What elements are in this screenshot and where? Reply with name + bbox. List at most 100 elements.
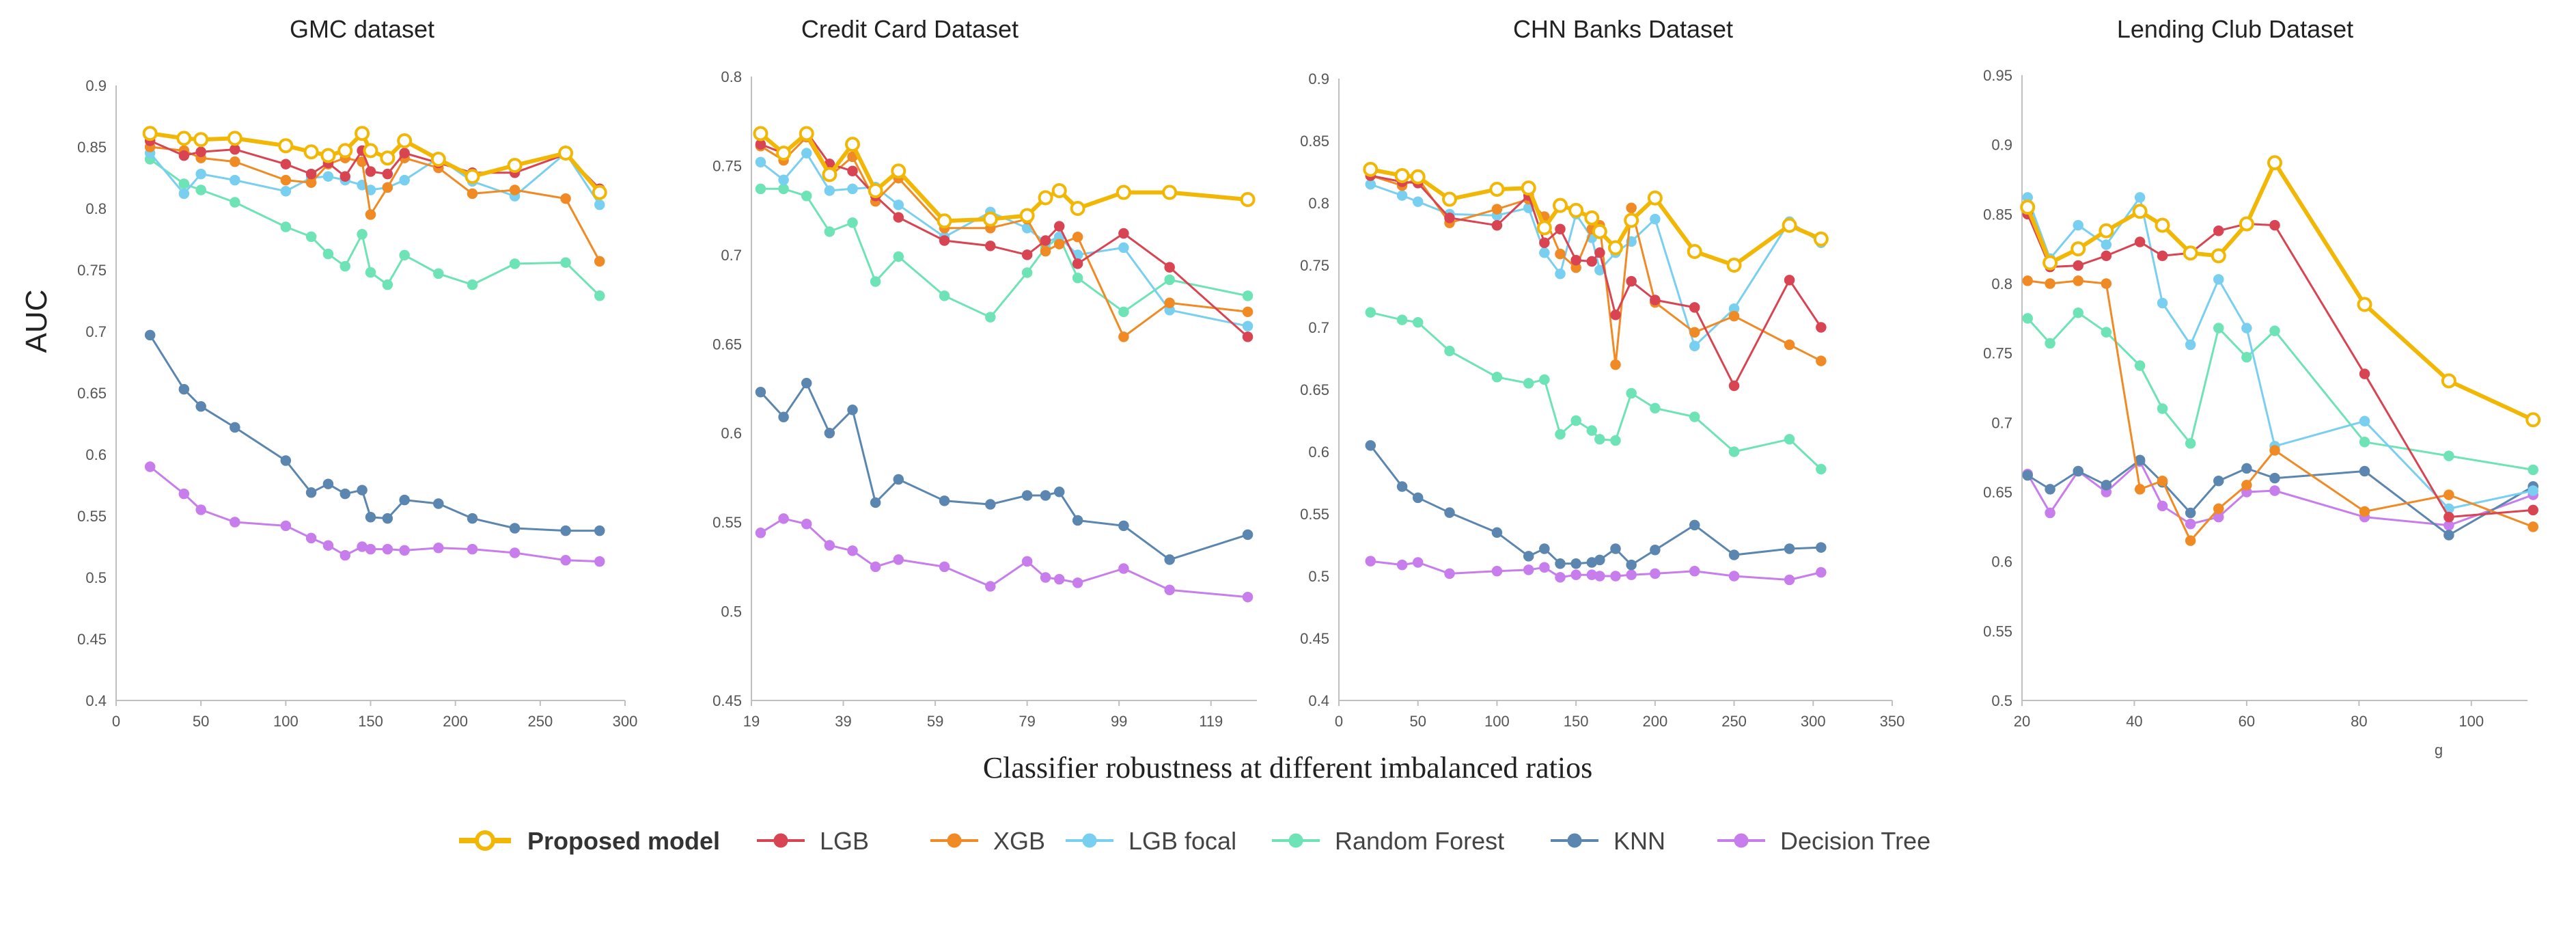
legend-marker-random-forest [1288,833,1303,848]
data-point-lgb-focal [178,188,190,200]
data-point-decision-tree [801,519,812,530]
data-point-xgb [280,174,292,186]
data-point-lgb-focal [1555,268,1566,279]
data-point-lgb-focal [230,174,240,186]
data-point-knn [1728,549,1740,560]
data-point-proposed-model [1240,191,1256,207]
data-point-proposed-model [1051,182,1067,198]
y-tick-label: 0.4 [1308,692,1329,709]
data-point-knn [870,497,881,508]
data-point-random-forest [560,257,571,268]
data-point-lgb-focal [2101,239,2112,250]
data-point-decision-tree [1816,567,1827,578]
data-point-random-forest [1412,316,1424,328]
data-point-proposed-model [1568,202,1584,218]
x-tick-label: 150 [1564,713,1589,730]
x-tick-label: 20 [2014,713,2030,730]
data-point-proposed-model [1521,180,1536,196]
x-tick-label: 250 [527,713,553,730]
data-point-xgb [1491,204,1503,215]
data-point-xgb [2213,503,2224,515]
data-point-proposed-model [1782,217,1797,233]
data-point-knn [1610,543,1621,554]
data-point-knn [340,488,350,500]
data-point-random-forest [1539,374,1550,385]
chart-title: CHN Banks Dataset [1513,15,1733,43]
data-point-decision-tree [280,520,292,532]
y-tick-label: 0.9 [1991,137,2012,154]
data-point-decision-tree [1053,573,1065,585]
data-point-decision-tree [1610,571,1621,582]
chart-panel-chn-banks: CHN Banks Dataset 0.4 0.45 0.5 0.55 0.6 0.65 0… [1300,15,1905,730]
y-tick-label: 0.55 [1300,506,1329,523]
data-point-decision-tree [1570,569,1581,580]
data-point-decision-tree [2045,507,2055,519]
data-point-decision-tree [1594,571,1605,582]
data-point-proposed-model [2099,223,2114,238]
y-tick-label: 0.45 [77,631,107,648]
data-point-lgb-focal [195,168,206,180]
chart-panel-credit-card: Credit Card Dataset 0.45 0.5 0.55 0.6 0.65 0.… [712,15,1257,730]
y-tick-label: 0.6 [721,425,742,442]
data-point-random-forest [467,279,478,290]
data-point-knn [2073,465,2083,477]
data-point-lgb [195,146,206,157]
data-point-knn [1570,558,1581,569]
data-point-lgb [1242,331,1254,342]
data-point-random-forest [824,226,835,237]
data-point-lgb [1728,380,1740,392]
data-point-random-forest [1586,425,1598,436]
data-point-lgb-focal [1396,190,1408,201]
data-point-lgb [1491,220,1503,231]
x-tick-label: 300 [613,713,638,730]
legend-marker-xgb [947,833,962,848]
data-point-random-forest [1816,463,1827,475]
data-point-lgb-focal [322,171,334,182]
data-point-random-forest [2359,437,2370,448]
data-point-knn [382,513,393,524]
data-point-proposed-model [1489,181,1505,197]
data-point-random-forest [1555,428,1566,440]
data-point-random-forest [1650,403,1661,414]
x-tick-label: 0 [112,713,120,730]
data-point-knn [1784,543,1795,554]
data-point-xgb [1118,331,1129,342]
data-point-xgb [2527,521,2538,532]
data-point-lgb [178,150,190,161]
chart-panel-gmc: GMC dataset AUC 0.4 0.45 0.5 0.55 0.6 0.65 0.7… [20,15,637,730]
data-point-decision-tree [1444,568,1455,579]
data-point-proposed-model [2357,297,2372,312]
data-point-random-forest [365,267,376,278]
data-point-decision-tree [594,556,605,567]
data-point-proposed-model [2441,373,2456,389]
data-point-knn [2359,465,2370,477]
legend-item-lgb: LGB [757,827,869,855]
data-point-lgb [2359,368,2370,379]
data-point-knn [1072,515,1083,526]
y-tick-label: 0.8 [1308,195,1329,212]
data-point-proposed-model [507,158,523,173]
data-point-proposed-model [193,132,209,148]
series-line-xgb [150,146,601,262]
data-point-random-forest [801,191,812,202]
data-point-random-forest [1491,372,1503,383]
data-point-lgb [399,148,410,159]
y-tick-label: 0.45 [712,692,742,709]
x-tick-label: 350 [1880,713,1905,730]
data-point-xgb [2241,480,2252,491]
legend-marker-proposed-model [475,830,495,851]
data-point-proposed-model [1363,161,1379,177]
data-point-xgb [1072,232,1083,243]
legend-marker-lgb-focal [1082,833,1097,848]
data-point-random-forest [1728,446,1740,457]
data-point-decision-tree [399,545,410,556]
data-point-xgb [1610,359,1621,370]
x-tick-label: 50 [1409,713,1426,730]
data-point-random-forest [509,258,521,269]
data-point-random-forest [2101,327,2112,338]
data-point-proposed-model [1038,190,1053,206]
y-tick-label: 0.5 [721,603,742,620]
data-point-proposed-model [337,143,353,159]
y-tick-label: 0.8 [85,200,107,217]
data-point-lgb-focal [847,183,858,195]
